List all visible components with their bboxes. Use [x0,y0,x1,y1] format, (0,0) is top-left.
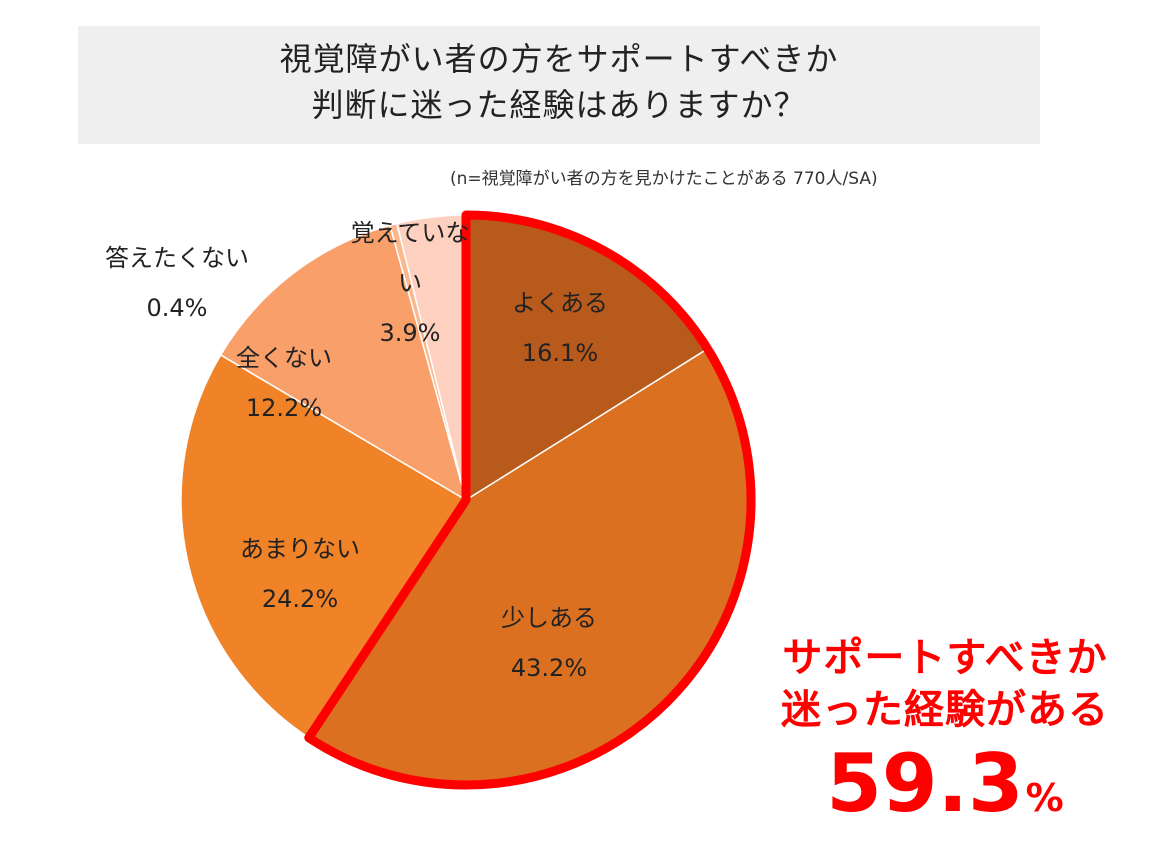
highlight-outline [304,210,756,790]
callout-value: 59.3 [826,737,1024,830]
slice-name: 覚えていない [350,219,470,297]
chart-title-line-1: 視覚障がい者の方をサポートすべきか [279,40,839,78]
slice-value: 16.1% [521,339,599,367]
slice-name: 答えたくない [105,244,249,272]
slice-value: 0.4% [146,294,208,322]
slice-label-oboete-inai: 覚えていない 3.9% [345,208,475,358]
highlight-callout: サポートすべきか 迷った経験がある 59.3% [760,632,1130,830]
chart-title-box: 視覚障がい者の方をサポートすべきか 判断に迷った経験はありますか？ [78,26,1040,144]
slice-name: 少しある [501,604,597,632]
slice-name: よくある [512,289,608,317]
slice-value: 3.9% [379,319,441,347]
slice-name: 全くない [236,344,332,372]
slice-label-mattaku-nai: 全くない 12.2% [236,333,332,433]
callout-unit: % [1025,776,1064,820]
slice-label-yoku-aru: よくある 16.1% [512,278,608,378]
pie-slice-3 [219,224,468,502]
slice-name: あまりない [240,535,360,563]
chart-title-line-2: 判断に迷った経験はありますか？ [311,86,807,124]
slice-value: 24.2% [261,585,339,613]
pie-slice-2 [180,353,468,739]
slice-value: 12.2% [245,394,323,422]
slice-value: 43.2% [510,654,588,682]
callout-line-1: サポートすべきか [782,635,1108,681]
slice-label-sukoshi-aru: 少しある 43.2% [501,593,597,693]
callout-line-2: 迷った経験がある [781,687,1109,733]
slice-label-amari-nai: あまりない 24.2% [240,524,360,624]
sample-size-note: (n=視覚障がい者の方を見かけたことがある 770人/SA) [450,169,878,189]
slice-label-kotaetaku-nai: 答えたくない 0.4% [105,233,249,333]
